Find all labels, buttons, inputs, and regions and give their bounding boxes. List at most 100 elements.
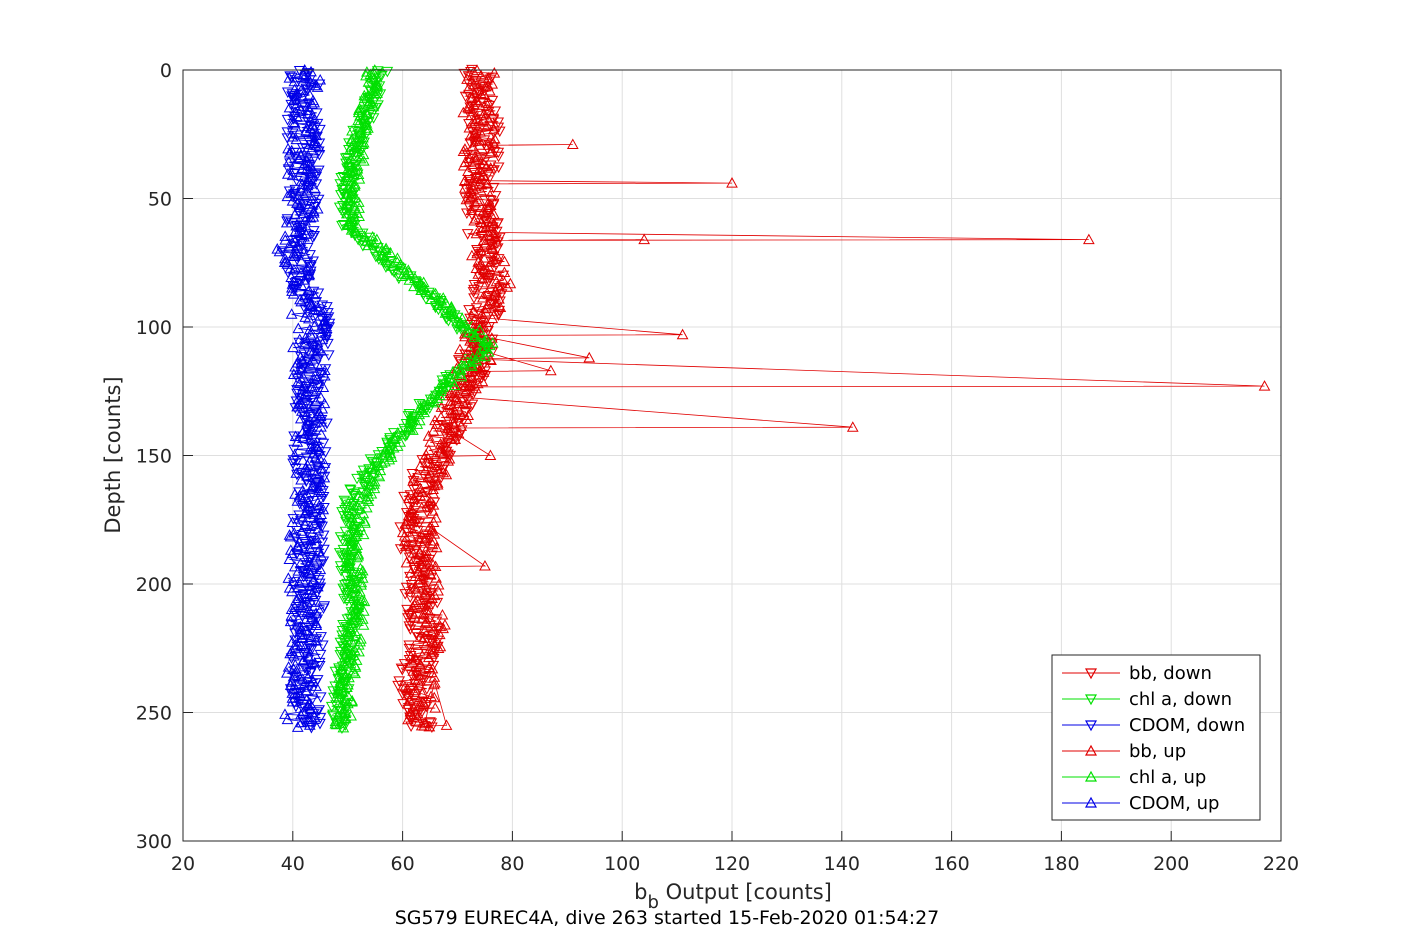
data-point [399, 680, 411, 692]
data-point [462, 82, 475, 94]
data-point [279, 230, 292, 241]
data-point [434, 446, 447, 457]
data-point [336, 550, 349, 562]
data-point [285, 144, 298, 156]
data-point [288, 263, 300, 275]
data-point [353, 645, 365, 657]
data-point [292, 565, 305, 576]
data-point [298, 349, 310, 360]
data-point [465, 372, 478, 384]
data-point [388, 433, 401, 444]
data-point [306, 98, 318, 109]
data-point [422, 598, 434, 609]
data-point [291, 436, 304, 447]
data-point [351, 539, 363, 550]
data-point [344, 582, 357, 594]
data-point [301, 606, 314, 617]
data-point [308, 182, 321, 193]
data-point [308, 656, 321, 668]
data-point [409, 580, 421, 592]
data-point [357, 155, 370, 166]
data-point [497, 274, 509, 285]
data-point [475, 69, 488, 81]
x-tick-label: 200 [1153, 853, 1189, 875]
data-point [337, 721, 350, 733]
data-point [458, 175, 471, 186]
data-point [330, 700, 342, 711]
data-point [487, 136, 500, 148]
data-point [482, 139, 495, 150]
data-point [304, 358, 316, 369]
data-point [490, 226, 503, 238]
series-chl-a-up [329, 64, 499, 733]
data-point [293, 337, 306, 349]
data-point [482, 345, 495, 357]
data-point [453, 362, 466, 374]
data-point [280, 667, 293, 678]
data-point [305, 611, 318, 623]
data-point [464, 379, 476, 391]
data-point [291, 400, 303, 412]
data-point [432, 584, 444, 596]
data-point [407, 424, 419, 435]
data-point [314, 649, 327, 661]
data-point [476, 308, 488, 320]
data-point [312, 479, 325, 491]
data-point [288, 444, 301, 456]
data-point [462, 323, 474, 334]
data-point [422, 604, 434, 615]
data-point [478, 195, 491, 206]
data-point [426, 592, 438, 603]
data-point [483, 104, 495, 116]
data-point [315, 421, 327, 432]
legend-marker [1084, 744, 1098, 756]
legend-box [1051, 654, 1261, 821]
data-point [404, 708, 417, 719]
data-point [399, 589, 412, 600]
data-point [291, 495, 304, 506]
data-point [445, 407, 458, 418]
data-point [308, 96, 321, 108]
legend-marker [1084, 694, 1098, 706]
data-point [315, 428, 328, 439]
data-point [433, 628, 446, 640]
data-point [422, 651, 435, 663]
data-point [676, 328, 689, 340]
data-point [440, 371, 452, 383]
data-point [457, 106, 470, 118]
data-point [464, 138, 477, 149]
data-point [431, 478, 444, 490]
data-point [295, 279, 308, 290]
data-point [337, 620, 349, 631]
data-point [292, 592, 305, 604]
data-point [468, 117, 481, 128]
data-point [313, 661, 326, 672]
data-point [492, 162, 505, 174]
data-point [360, 501, 373, 513]
data-point [453, 397, 466, 409]
data-point [344, 485, 357, 497]
data-point [473, 282, 485, 293]
data-point [455, 370, 468, 382]
data-point [294, 689, 306, 701]
data-point [497, 270, 510, 282]
data-point [385, 451, 398, 462]
data-point [428, 678, 440, 690]
data-point [415, 719, 428, 731]
data-point [479, 559, 491, 571]
data-point [303, 300, 316, 311]
data-point [310, 171, 323, 183]
x-tick-label: 160 [933, 853, 969, 875]
data-point [311, 563, 323, 574]
data-point [480, 187, 493, 198]
data-point [356, 470, 368, 482]
data-point [307, 211, 320, 222]
data-point [317, 603, 330, 615]
data-point [288, 250, 301, 261]
data-point [459, 91, 472, 103]
data-point [307, 207, 320, 218]
data-point [310, 680, 322, 691]
data-point [403, 643, 416, 655]
data-point [301, 179, 314, 191]
data-point [299, 214, 311, 226]
